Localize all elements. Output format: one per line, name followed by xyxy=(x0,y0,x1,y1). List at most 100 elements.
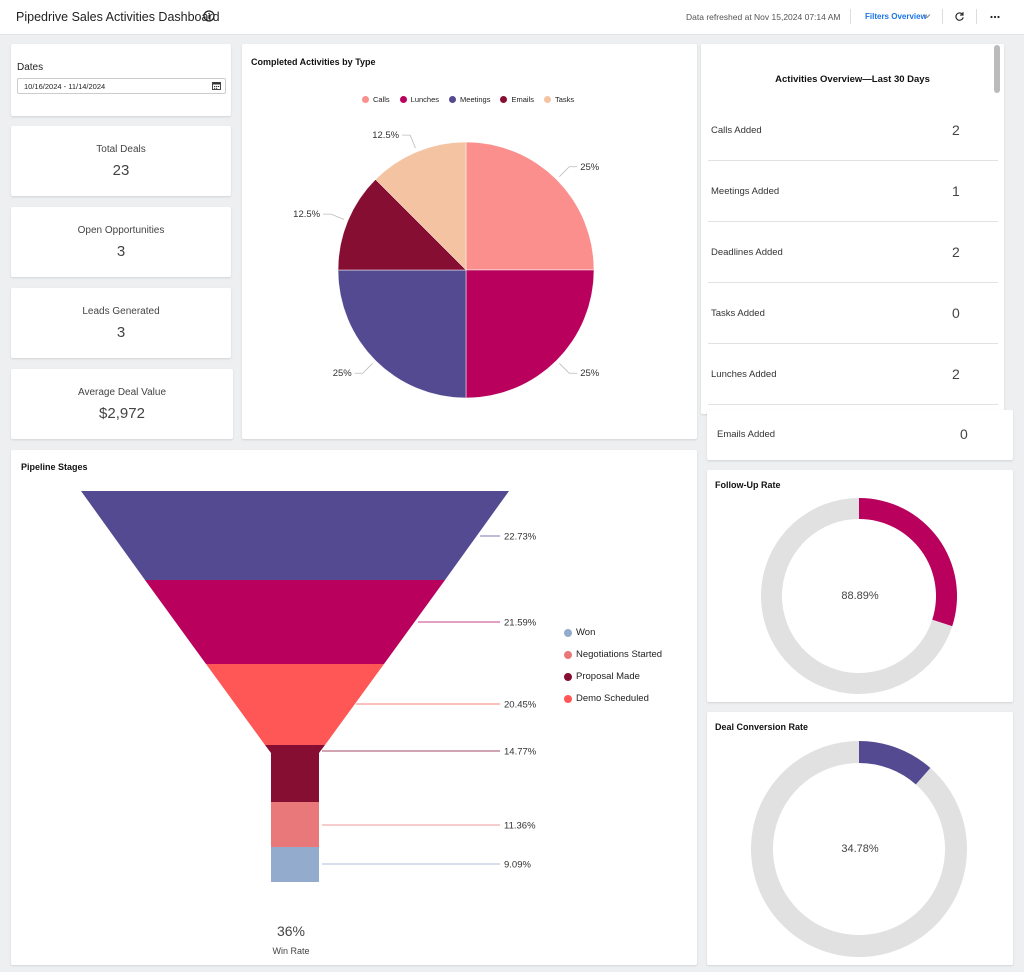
funnel-data-label: 20.45% xyxy=(504,700,537,711)
pie-leader-line xyxy=(559,166,578,177)
chart-title: Completed Activities by Type xyxy=(251,57,376,67)
legend-dot xyxy=(362,96,369,103)
legend-label[interactable]: Lunches xyxy=(410,95,440,104)
legend-dot xyxy=(399,96,407,103)
overview-row-value: 2 xyxy=(952,244,960,260)
info-icon[interactable] xyxy=(203,10,215,22)
overview-row-meetings: Meetings Added 1 xyxy=(708,161,998,222)
pie-slice-meetings xyxy=(337,269,467,399)
funnel-data-label: 11.36% xyxy=(504,821,536,832)
kpi-value: $2,972 xyxy=(99,405,145,422)
deal-conversion-rate-card: Deal Conversion Rate 34.78% xyxy=(707,712,1013,965)
kpi-label: Open Opportunities xyxy=(77,225,165,236)
legend-dot xyxy=(543,96,551,103)
data-refreshed-text: Data refreshed at Nov 15,2024 07:14 AM xyxy=(686,12,841,22)
overview-row-emails: Emails Added 0 xyxy=(707,410,1013,460)
kpi-value: 3 xyxy=(116,324,126,341)
pie-data-label: 25% xyxy=(580,162,600,173)
legend-dot xyxy=(449,96,457,103)
dates-filter-card: Dates 10/16/2024 - 11/14/2024 xyxy=(11,44,231,116)
win-rate-label: Win Rate xyxy=(272,946,310,956)
dashboard-title: Pipedrive Sales Activities Dashboard xyxy=(16,10,220,24)
overview-scrollbar[interactable] xyxy=(994,45,1000,93)
pipeline-funnel-chart: 22.73% 21.59% 20.45% 14.77% 11.36% 9.09% xyxy=(81,491,537,882)
overview-title: Activities Overview—Last 30 Days xyxy=(775,74,930,85)
pie-leader-line xyxy=(354,363,373,374)
legend-label: Won xyxy=(576,627,596,638)
kpi-average-deal-value: Average Deal Value $2,972 xyxy=(11,369,233,439)
pie-legend: Calls Lunches Meetings Emails Tasks xyxy=(362,95,574,104)
overview-row-value: 2 xyxy=(952,366,960,382)
legend-dot xyxy=(564,694,572,703)
pie-data-label: 12.5% xyxy=(372,130,399,141)
overview-row-lunches: Lunches Added 2 xyxy=(708,344,998,405)
kpi-total-deals: Total Deals 23 xyxy=(11,126,231,196)
funnel-stage xyxy=(271,802,319,847)
legend-label[interactable]: Calls xyxy=(373,95,390,104)
kpi-value: 23 xyxy=(112,162,130,179)
pie-data-label: 25% xyxy=(333,368,353,379)
donut-center-value: 34.78% xyxy=(841,843,879,855)
funnel-stage xyxy=(271,847,319,882)
overview-row-label: Tasks Added xyxy=(711,308,765,319)
funnel-data-label: 9.09% xyxy=(504,860,531,871)
funnel-legend-item[interactable]: Negotiations Started xyxy=(564,649,662,660)
activities-pie-chart: 25% 25% 25% 12.5% 12.5% xyxy=(293,130,600,399)
date-range-input[interactable]: 10/16/2024 - 11/14/2024 xyxy=(17,78,226,94)
overview-row-label: Meetings Added xyxy=(711,186,780,197)
filters-overview-button[interactable]: Filters Overview xyxy=(865,12,927,21)
top-bar: Pipedrive Sales Activities Dashboard Dat… xyxy=(0,0,1024,35)
funnel-data-label: 21.59% xyxy=(504,618,537,629)
funnel-stage xyxy=(81,491,509,580)
overview-row-calls: Calls Added 2 xyxy=(708,100,998,161)
legend-label[interactable]: Emails xyxy=(511,95,534,104)
overview-row-value: 2 xyxy=(952,122,960,138)
dates-label: Dates xyxy=(17,62,44,73)
pie-leader-line xyxy=(402,134,416,149)
kpi-label: Total Deals xyxy=(96,144,146,155)
overview-row-tasks: Tasks Added 0 xyxy=(708,283,998,344)
divider xyxy=(850,9,851,24)
pie-leader-line xyxy=(559,363,578,374)
pie-slice-tasks xyxy=(375,141,467,271)
funnel-data-label: 22.73% xyxy=(504,532,537,543)
kpi-leads-generated: Leads Generated 3 xyxy=(11,288,231,358)
refresh-icon[interactable] xyxy=(954,11,965,22)
more-options-icon[interactable] xyxy=(989,11,1001,23)
legend-label[interactable]: Meetings xyxy=(460,95,491,104)
overview-row-value: 1 xyxy=(952,183,960,199)
chart-title: Follow-Up Rate xyxy=(715,480,781,490)
funnel-legend-item[interactable]: Demo Scheduled xyxy=(564,693,649,704)
legend-dot xyxy=(564,650,572,659)
overview-row-label: Deadlines Added xyxy=(711,247,783,258)
overview-row-label: Emails Added xyxy=(717,429,776,440)
chart-title: Deal Conversion Rate xyxy=(715,722,809,732)
funnel-legend-item[interactable]: Proposal Made xyxy=(564,671,640,682)
divider xyxy=(942,9,943,24)
chevron-down-icon[interactable] xyxy=(923,12,931,20)
legend-label: Negotiations Started xyxy=(576,649,663,660)
legend-dot xyxy=(564,628,572,637)
completed-activities-card: Completed Activities by Type Calls Lunch… xyxy=(242,44,697,439)
overview-row-deadlines: Deadlines Added 2 xyxy=(708,222,998,283)
kpi-label: Average Deal Value xyxy=(77,387,167,398)
legend-label: Proposal Made xyxy=(576,671,640,682)
follow-up-rate-card: Follow-Up Rate 88.89% xyxy=(707,470,1013,702)
divider xyxy=(976,9,977,24)
funnel-stage xyxy=(206,664,384,745)
donut-center-value: 88.89% xyxy=(841,590,879,602)
legend-label[interactable]: Tasks xyxy=(554,95,575,104)
kpi-label: Leads Generated xyxy=(82,306,160,317)
activities-overview-card: Activities Overview—Last 30 Days Calls A… xyxy=(701,44,1004,414)
legend-label: Demo Scheduled xyxy=(576,693,649,704)
win-rate-value: 36% xyxy=(276,923,306,939)
pie-slice-emails xyxy=(337,179,467,271)
pie-leader-line xyxy=(323,213,345,220)
chart-title: Pipeline Stages xyxy=(21,462,88,472)
funnel-legend-item[interactable]: Won xyxy=(564,627,595,638)
funnel-stage xyxy=(145,580,445,664)
calendar-icon[interactable] xyxy=(212,81,221,90)
pie-slice-lunches xyxy=(465,269,595,399)
kpi-value: 3 xyxy=(116,243,126,260)
legend-dot xyxy=(564,672,572,681)
